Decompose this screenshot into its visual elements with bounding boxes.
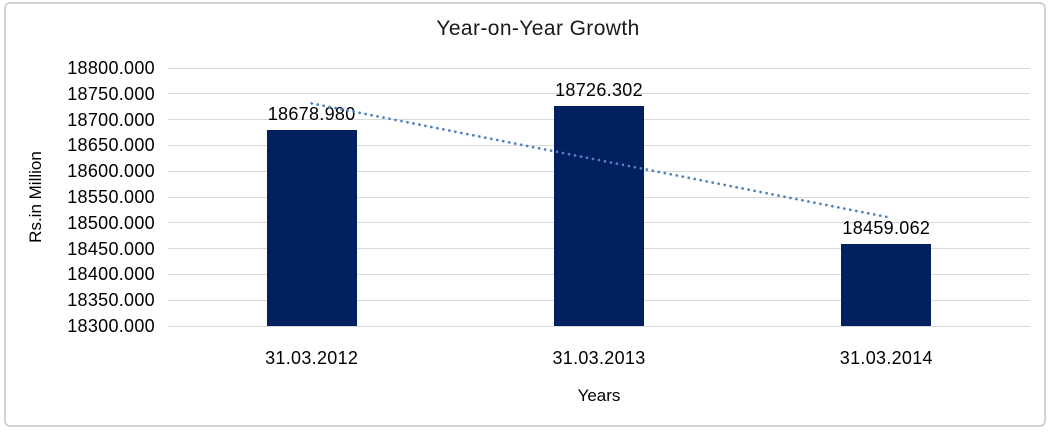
y-tick-label: 18650.000 xyxy=(67,135,155,156)
y-tick-label: 18500.000 xyxy=(67,212,155,233)
x-category-label: 31.03.2012 xyxy=(265,348,359,368)
gridline xyxy=(168,325,1030,327)
y-tick-label: 18450.000 xyxy=(67,238,155,259)
gridline xyxy=(168,67,1030,69)
y-tick-label: 18550.000 xyxy=(67,187,155,207)
bar-value-label: 18678.980 xyxy=(267,104,356,125)
y-tick-label: 18700.000 xyxy=(67,109,155,130)
chart-border-frame xyxy=(4,2,1046,427)
x-category-label: 31.03.2014 xyxy=(839,348,933,368)
bar xyxy=(841,243,932,326)
bar xyxy=(554,106,644,326)
y-tick-label: 18800.000 xyxy=(67,58,155,78)
chart-title: Year-on-Year Growth xyxy=(436,17,640,40)
y-tick-label: 18600.000 xyxy=(67,161,155,182)
bar-value-label: 18726.302 xyxy=(555,80,643,101)
bar xyxy=(266,130,357,326)
x-category-label: 31.03.2013 xyxy=(552,348,646,368)
y-tick-label: 18750.000 xyxy=(67,83,155,104)
y-tick-label: 18400.000 xyxy=(67,264,155,285)
bar-value-label: 18459.062 xyxy=(842,217,931,238)
x-axis-title: Years xyxy=(577,386,621,405)
y-tick-label: 18300.000 xyxy=(67,316,155,336)
y-tick-label: 18350.000 xyxy=(67,290,155,311)
gridline xyxy=(168,93,1030,95)
